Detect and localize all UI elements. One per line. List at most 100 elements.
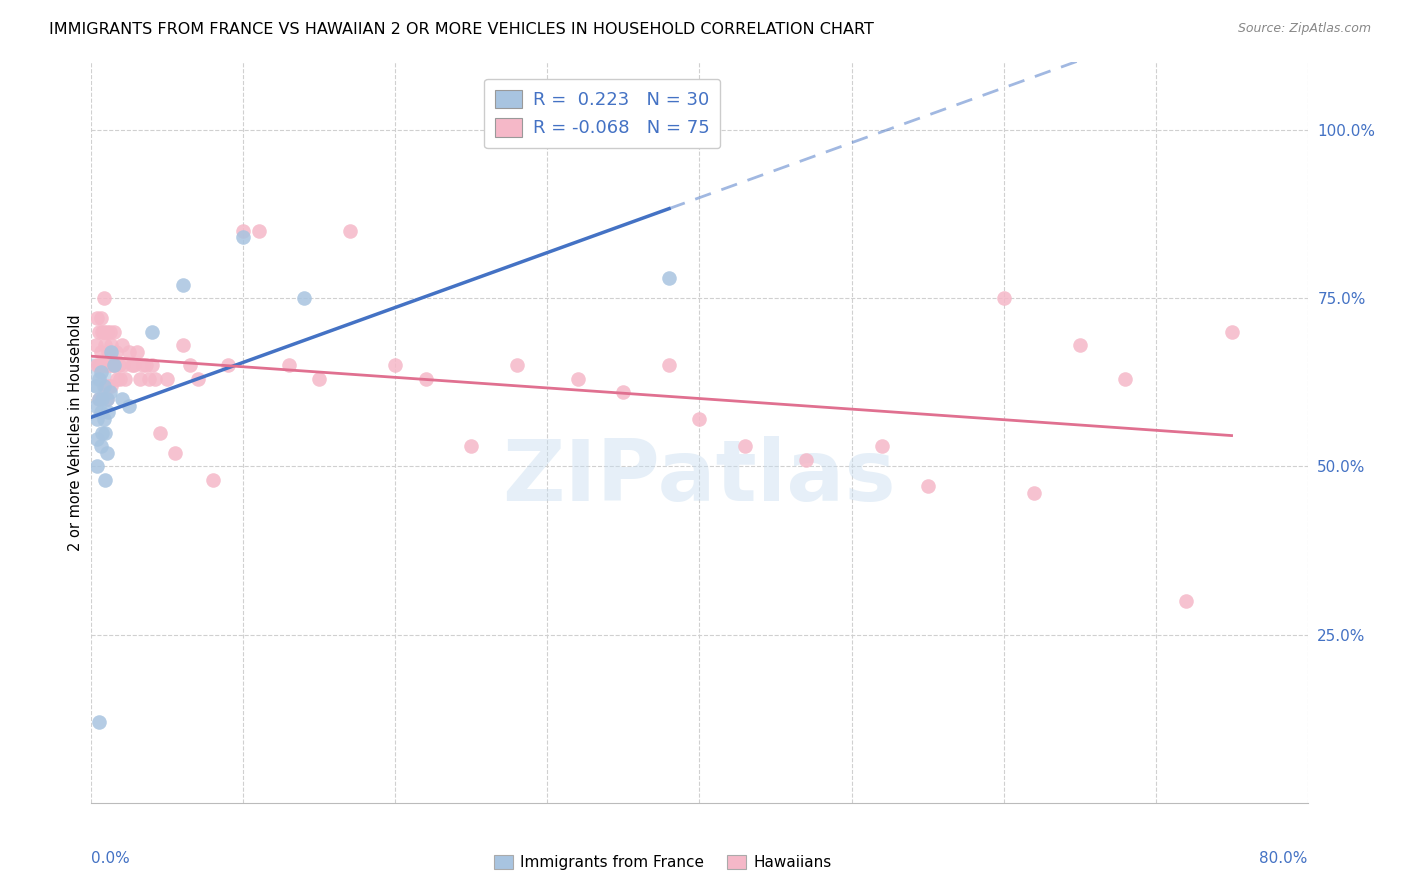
Point [86,359,108,373]
Point [125,344,148,359]
Point [415,372,437,386]
Point [94,425,117,440]
Point [96,325,118,339]
Point [87,392,110,406]
Point [232,230,254,244]
Point [91,392,114,406]
Point [172,338,194,352]
Point [132,359,155,373]
Point [917,479,939,493]
Point [179,359,201,373]
Point [129,372,152,386]
Point [278,359,301,373]
Point [103,359,125,373]
Point [187,372,209,386]
Point [567,372,589,386]
Point [1174,594,1197,608]
Point [138,372,160,386]
Point [84,399,107,413]
Point [100,338,122,352]
Point [97,344,120,359]
Point [94,473,117,487]
Point [89,365,111,379]
Point [118,344,141,359]
Point [1069,338,1091,352]
Point [122,359,145,373]
Point [89,405,111,419]
Point [1220,325,1243,339]
Point [114,372,136,386]
Point [86,311,108,326]
Point [84,378,107,392]
Point [87,359,110,373]
Point [105,372,128,386]
Point [93,412,115,426]
Point [143,372,166,386]
Point [96,392,118,406]
Point [87,392,110,406]
Text: ZIPatlas: ZIPatlas [502,435,897,518]
Point [83,368,105,383]
Point [96,359,118,373]
Point [149,425,172,440]
Point [93,378,115,392]
Point [104,344,127,359]
Text: Source: ZipAtlas.com: Source: ZipAtlas.com [1237,22,1371,36]
Point [794,452,817,467]
Point [141,325,163,339]
Point [202,473,225,487]
Point [98,385,121,400]
Point [107,359,129,373]
Point [870,439,893,453]
Point [97,405,120,419]
Point [118,399,141,413]
Point [339,224,361,238]
Point [87,714,110,729]
Point [93,291,115,305]
Point [94,338,117,352]
Point [156,372,179,386]
Point [100,378,122,392]
Text: 80.0%: 80.0% [1260,851,1308,866]
Point [91,425,114,440]
Point [1022,486,1045,500]
Point [103,325,125,339]
Point [103,359,125,373]
Point [612,385,634,400]
Point [506,359,529,373]
Point [734,439,756,453]
Point [384,359,406,373]
Point [86,433,108,447]
Point [98,325,121,339]
Point [111,392,134,406]
Point [141,359,163,373]
Point [232,224,254,238]
Point [89,439,111,453]
Point [658,270,681,285]
Point [111,338,134,352]
Point [1114,372,1136,386]
Text: IMMIGRANTS FROM FRANCE VS HAWAIIAN 2 OR MORE VEHICLES IN HOUSEHOLD CORRELATION C: IMMIGRANTS FROM FRANCE VS HAWAIIAN 2 OR … [49,22,875,37]
Point [97,378,120,392]
Point [91,325,114,339]
Point [135,359,157,373]
Point [688,412,710,426]
Point [658,359,681,373]
Point [96,446,118,460]
Point [247,224,270,238]
Point [163,446,186,460]
Point [292,291,315,305]
Point [87,325,110,339]
Point [98,359,121,373]
Point [308,372,330,386]
Legend: Immigrants from France, Hawaiians: Immigrants from France, Hawaiians [488,849,838,877]
Point [87,372,110,386]
Point [121,359,143,373]
Point [86,459,108,474]
Point [91,359,114,373]
Text: 0.0%: 0.0% [91,851,131,866]
Point [217,359,239,373]
Point [110,372,132,386]
Point [101,359,124,373]
Point [93,359,115,373]
